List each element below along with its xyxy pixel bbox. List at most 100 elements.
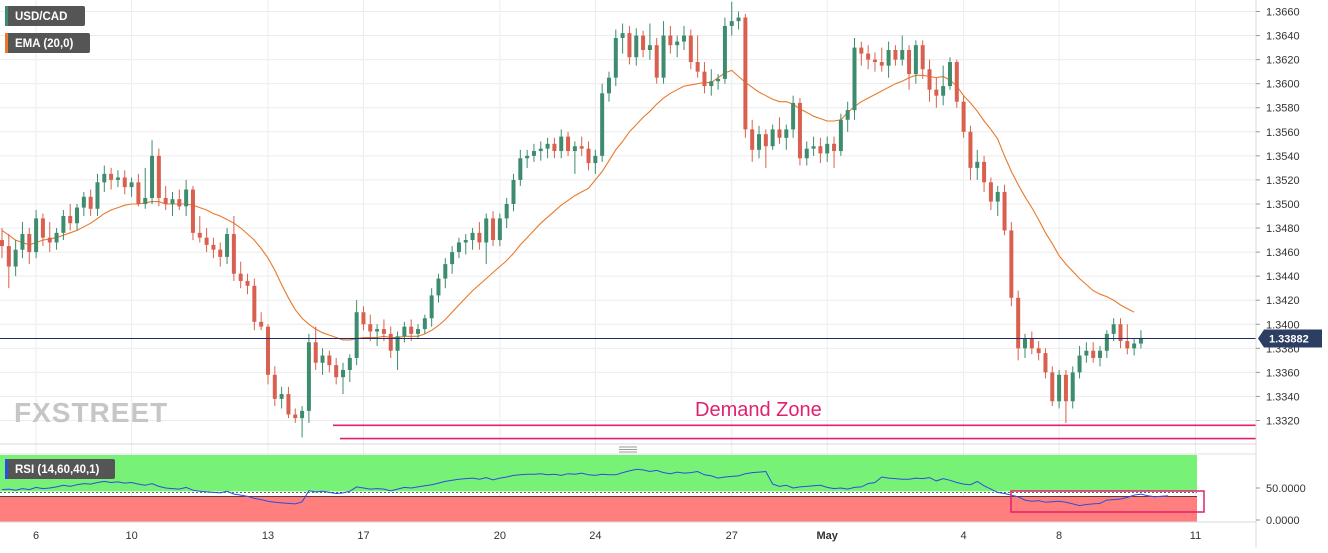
candle xyxy=(381,319,386,342)
candle-body xyxy=(1057,374,1062,402)
ema-legend-box xyxy=(5,33,90,53)
candle-body xyxy=(402,326,407,337)
candle xyxy=(941,65,946,106)
candle-body xyxy=(941,86,946,96)
candle xyxy=(354,300,359,366)
candle xyxy=(825,136,830,162)
candle xyxy=(975,149,980,180)
candle xyxy=(320,348,325,375)
candle-body xyxy=(695,62,700,72)
symbol-legend-box xyxy=(5,6,85,26)
candle-body xyxy=(450,252,455,265)
candle-body xyxy=(1091,350,1096,358)
candle xyxy=(518,149,523,186)
candle xyxy=(27,228,32,265)
candle xyxy=(641,30,646,58)
candle xyxy=(852,37,857,120)
candle-body xyxy=(682,35,686,42)
candle-body xyxy=(354,312,359,358)
fxstreet-logo-text: FXSTREET xyxy=(14,397,168,428)
candle xyxy=(238,261,243,289)
current-price-tag-shape xyxy=(1258,329,1322,348)
candle-body xyxy=(975,161,980,168)
candle xyxy=(47,222,52,253)
candle-body xyxy=(954,62,959,102)
candle xyxy=(1016,290,1021,361)
candle-body xyxy=(40,218,45,238)
candle-body xyxy=(470,232,475,241)
candle xyxy=(361,306,366,331)
candle-body xyxy=(531,151,536,156)
candle-body xyxy=(620,33,625,38)
candle xyxy=(859,41,864,66)
candle-body xyxy=(122,177,127,188)
candle xyxy=(1138,330,1143,349)
candle-body xyxy=(0,240,4,247)
candle xyxy=(313,326,318,370)
candle-body xyxy=(47,237,52,243)
candle xyxy=(456,237,461,259)
candle-body xyxy=(988,182,993,202)
candle-body xyxy=(1050,372,1055,402)
candle xyxy=(743,13,748,138)
rsi-overbought-band xyxy=(0,455,1197,492)
candle-body xyxy=(525,155,530,159)
candle xyxy=(6,234,11,289)
candle xyxy=(347,354,352,383)
candle-body xyxy=(627,33,632,58)
candle xyxy=(1111,318,1116,342)
rsi-oversold-band xyxy=(0,496,1197,522)
candle xyxy=(334,357,339,385)
time-tick-label: 6 xyxy=(33,530,39,542)
candle-body xyxy=(293,414,298,419)
candle-body xyxy=(1029,338,1034,349)
candle-body xyxy=(811,146,816,149)
candle-body xyxy=(518,158,523,180)
candle-body xyxy=(743,17,748,130)
candle xyxy=(600,83,605,162)
candle-body xyxy=(300,410,305,419)
candle xyxy=(688,29,693,70)
candle xyxy=(511,173,516,212)
candle xyxy=(177,189,182,210)
candle xyxy=(341,362,345,395)
candle xyxy=(463,234,468,255)
candle-body xyxy=(245,280,250,286)
candle-body xyxy=(579,146,584,149)
candle-body xyxy=(1023,338,1027,349)
candle xyxy=(68,203,73,231)
candle xyxy=(982,155,987,192)
candle-body xyxy=(832,143,837,152)
rsi-tick-label: 0.0000 xyxy=(1266,515,1300,527)
candle xyxy=(272,366,277,407)
candle xyxy=(1050,366,1055,407)
candle-body xyxy=(968,131,973,168)
candle-body xyxy=(170,199,175,204)
candle xyxy=(988,177,993,210)
candles-layer xyxy=(0,1,1143,438)
candle-body xyxy=(886,49,891,66)
candle xyxy=(647,23,652,60)
rsi-legend-box xyxy=(5,459,115,479)
candle-body xyxy=(1132,343,1137,349)
candle-body xyxy=(1084,350,1089,356)
candle xyxy=(61,209,66,241)
pane-resize-handle[interactable] xyxy=(0,443,1256,453)
candle xyxy=(54,228,59,250)
candle xyxy=(1023,333,1027,358)
candle xyxy=(566,131,571,156)
candle-body xyxy=(368,324,373,332)
candle xyxy=(252,278,257,331)
candle-body xyxy=(1009,230,1014,298)
rsi-line xyxy=(1,468,1169,507)
candle xyxy=(225,228,230,265)
candle-body xyxy=(1070,372,1075,402)
current-price-value: 1.33882 xyxy=(1269,333,1309,345)
candle xyxy=(13,240,18,277)
candle xyxy=(1125,324,1130,355)
candle-body xyxy=(1002,191,1007,231)
candle xyxy=(170,191,175,216)
candle xyxy=(436,273,441,303)
candle-body xyxy=(511,179,516,204)
